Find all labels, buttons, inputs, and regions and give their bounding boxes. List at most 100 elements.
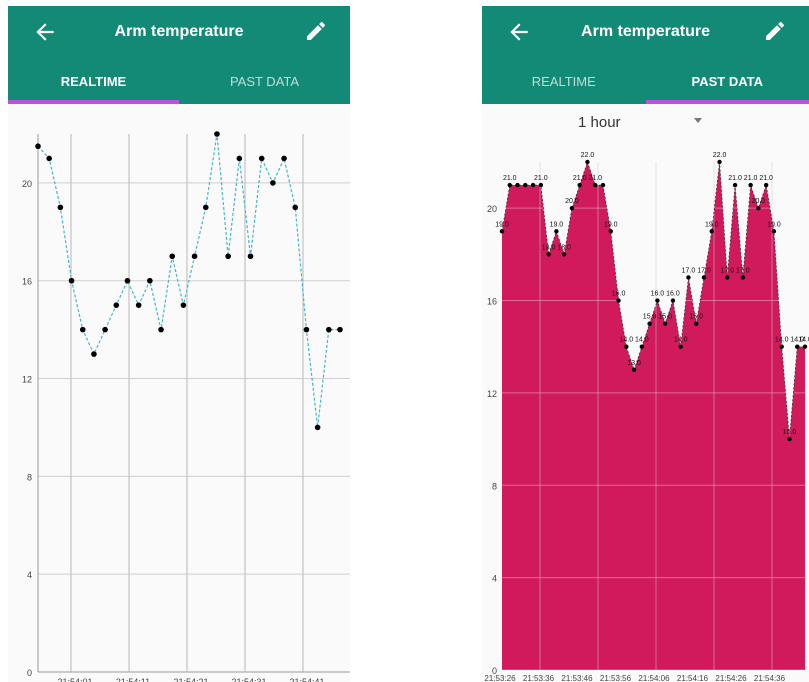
data-point [748, 182, 753, 188]
data-point [57, 204, 64, 211]
data-point [779, 344, 784, 349]
data-point [158, 326, 164, 333]
data-point [202, 204, 209, 211]
data-point [314, 424, 321, 431]
data-point [79, 326, 86, 333]
x-tick-label: 21:53:36 [523, 674, 555, 682]
data-label: 22.0 [581, 152, 595, 159]
data-label: 21.0 [728, 175, 742, 182]
data-point [787, 436, 792, 442]
data-point [292, 204, 299, 211]
data-point [740, 275, 746, 280]
data-point [647, 321, 652, 326]
time-range-value: 1 hour [578, 114, 621, 131]
data-point [180, 302, 187, 308]
data-label: 22.0 [713, 152, 727, 159]
data-label: 10.0 [783, 429, 797, 436]
data-point [68, 277, 75, 284]
tab-past-data[interactable]: PAST DATA [229, 74, 300, 89]
data-point [709, 229, 714, 234]
data-label: 16.0 [612, 291, 626, 298]
x-tick-label: 21:54:16 [677, 674, 709, 682]
data-point [337, 326, 343, 333]
data-point [569, 205, 575, 211]
data-point [717, 159, 722, 165]
data-label: 16.0 [651, 291, 665, 298]
data-label: 14.0 [619, 337, 633, 344]
data-point [270, 180, 276, 186]
data-point [147, 277, 153, 284]
data-point [507, 182, 512, 188]
data-label: 20.0 [752, 198, 766, 205]
y-tick-label: 0 [27, 668, 32, 678]
data-point [554, 229, 559, 234]
x-tick-label: 21:54:31 [231, 677, 266, 682]
data-point [124, 277, 131, 284]
data-point [561, 252, 567, 257]
data-label: 13.0 [627, 360, 641, 367]
tab-realtime[interactable]: REALTIME [531, 74, 596, 89]
data-point [102, 326, 108, 333]
x-tick-label: 21:54:01 [57, 677, 92, 682]
data-label: 14.0 [775, 337, 789, 344]
data-point [802, 344, 808, 349]
y-tick-label: 16 [22, 277, 32, 287]
data-point [499, 229, 505, 234]
data-label: 14.0 [798, 337, 809, 344]
data-point [639, 344, 645, 349]
data-point [694, 321, 699, 326]
data-point [225, 253, 231, 260]
y-tick-label: 8 [492, 481, 497, 491]
data-point [624, 344, 629, 349]
tab-realtime[interactable]: REALTIME [60, 74, 127, 89]
data-label: 19.0 [604, 221, 618, 228]
data-point [655, 298, 660, 303]
data-point [631, 367, 637, 373]
data-label: 19.0 [705, 221, 719, 228]
x-tick-label: 21:54:36 [754, 674, 786, 682]
x-tick-label: 21:53:46 [561, 674, 593, 682]
data-label: 14.0 [790, 337, 804, 344]
y-tick-label: 20 [487, 204, 497, 214]
data-point [756, 205, 761, 211]
data-point [35, 143, 41, 150]
x-tick-label: 21:54:21 [173, 677, 208, 682]
data-point [247, 253, 254, 260]
data-point [191, 253, 198, 260]
arrow-left-icon[interactable] [32, 19, 58, 45]
data-label: 21.0 [534, 175, 548, 182]
data-point [214, 131, 220, 137]
x-tick-label: 21:54:41 [289, 677, 324, 682]
data-point [577, 182, 582, 188]
arrow-left-icon[interactable] [506, 19, 532, 45]
data-point [686, 275, 691, 280]
data-point [326, 326, 332, 333]
data-label: 19.0 [495, 221, 509, 228]
tab-past-data[interactable]: PAST DATA [691, 74, 764, 89]
pencil-icon[interactable] [763, 19, 787, 43]
data-label: 21.0 [503, 175, 517, 182]
data-point [600, 182, 606, 188]
chevron-down-icon [694, 118, 702, 123]
data-label: 14.0 [674, 337, 688, 344]
data-point [169, 253, 176, 260]
data-point [135, 302, 142, 308]
y-tick-label: 8 [27, 472, 32, 482]
y-tick-label: 20 [22, 179, 32, 189]
data-point [236, 155, 243, 162]
pencil-icon[interactable] [304, 19, 328, 43]
page-title: Arm temperature [114, 23, 244, 40]
y-tick-label: 0 [492, 666, 497, 676]
time-range-dropdown[interactable]: 1 hour [554, 110, 714, 138]
page-title: Arm temperature [581, 23, 710, 40]
data-point [258, 155, 265, 162]
data-label: 17.0 [736, 267, 750, 274]
x-tick-label: 21:54:26 [715, 674, 747, 682]
series-area [502, 162, 805, 670]
data-point [701, 275, 707, 280]
data-label: 17.0 [720, 267, 734, 274]
data-point [523, 182, 528, 188]
y-tick-label: 4 [492, 574, 497, 584]
data-label: 21.0 [588, 175, 602, 182]
x-tick-label: 21:54:06 [638, 674, 670, 682]
